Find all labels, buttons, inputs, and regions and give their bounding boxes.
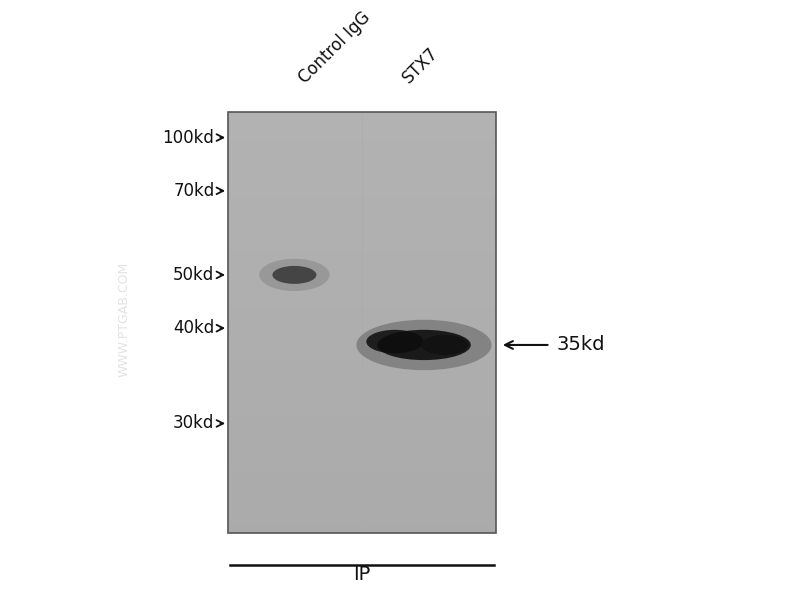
Ellipse shape: [378, 330, 470, 360]
Text: 70kd: 70kd: [173, 182, 214, 200]
Text: 30kd: 30kd: [173, 415, 214, 433]
Text: STX7: STX7: [399, 44, 442, 87]
Text: 50kd: 50kd: [173, 266, 214, 284]
Text: WWW.PTGAB.COM: WWW.PTGAB.COM: [118, 262, 130, 377]
Ellipse shape: [259, 259, 330, 291]
Text: 40kd: 40kd: [173, 319, 214, 337]
Ellipse shape: [422, 335, 468, 355]
Ellipse shape: [366, 330, 423, 353]
Text: Control IgG: Control IgG: [295, 8, 374, 87]
Ellipse shape: [357, 320, 491, 370]
Ellipse shape: [272, 266, 316, 284]
Text: 100kd: 100kd: [162, 128, 214, 146]
Text: IP: IP: [353, 565, 370, 584]
Text: 35kd: 35kd: [556, 335, 605, 355]
Bar: [228, 112, 496, 533]
